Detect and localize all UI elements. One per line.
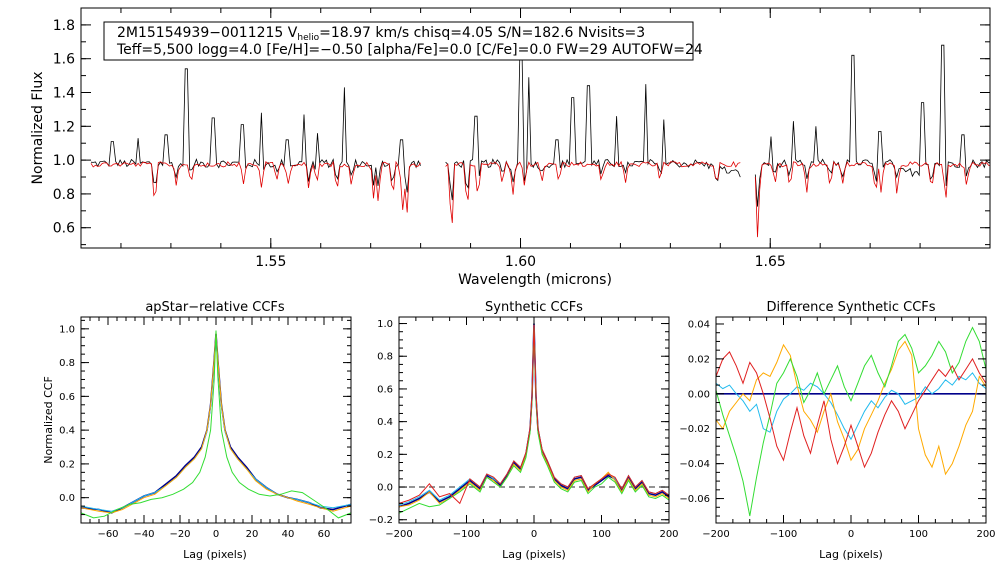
y-tick-label: 0.4 [59, 426, 75, 437]
y-tick-label: 1.0 [59, 324, 75, 335]
spectrum-panel: 1.55 1.60 1.65 0.6 0.8 1.0 1.2 1.4 1.6 1.8 2M1515… [30, 7, 991, 288]
spectrum-y-tick-label: 1.0 [53, 153, 75, 169]
x-tick-label: 0 [531, 529, 537, 540]
spectrum-y-tick-label: 1.2 [53, 119, 75, 135]
info-box-line-1: 2M15154939−0011215 Vhelio=18.97 km/s chi… [117, 25, 645, 43]
spectrum-y-tick-label: 0.8 [53, 187, 75, 203]
x-tick-label: −20 [169, 529, 190, 540]
spectrum-x-tick-label: 1.55 [255, 254, 286, 270]
observed-spectrum-chip-3 [754, 44, 990, 207]
apstar-ccf-x-axis-label: Lag (pixels) [183, 548, 247, 561]
y-tick-label: 0.6 [59, 392, 75, 403]
x-tick-label: −100 [453, 529, 480, 540]
x-tick-label: 60 [318, 529, 331, 540]
synthetic-ccf-title: Synthetic CCFs [485, 300, 583, 315]
y-tick-label: −0.04 [679, 459, 710, 470]
y-tick-label: 0.00 [688, 389, 710, 400]
ccf-series-visit-4 [716, 351, 986, 469]
spectrum-y-tick-label: 1.8 [53, 18, 75, 34]
synthetic-spectrum-chip-2 [445, 160, 741, 223]
y-tick-label: 1.0 [377, 319, 393, 330]
ccf-series-visit-3 [716, 326, 986, 517]
y-tick-label: 0.6 [377, 384, 393, 395]
x-tick-label: −200 [385, 529, 412, 540]
ccf-series-visit-2 [81, 332, 351, 514]
x-tick-label: 100 [909, 529, 928, 540]
observed-spectrum-chip-1 [90, 68, 421, 193]
y-tick-label: −0.2 [369, 515, 393, 526]
spectrum-x-axis-label: Wavelength (microns) [458, 272, 612, 288]
ccf-series-visit-1 [716, 372, 986, 441]
plot-frame [715, 316, 987, 524]
ccf-series-visit-3 [81, 330, 351, 519]
x-tick-label: −40 [133, 529, 154, 540]
difference-ccf-x-axis-label: Lag (pixels) [819, 548, 883, 561]
y-tick-label: 0.0 [377, 483, 393, 494]
x-tick-label: 20 [246, 529, 259, 540]
x-tick-label: 40 [282, 529, 295, 540]
x-tick-label: 0 [213, 529, 219, 540]
spectrum-y-tick-label: 1.6 [53, 52, 75, 68]
synthetic-spectrum-chip-3 [754, 161, 990, 238]
spectrum-y-tick-label: 0.6 [53, 221, 75, 237]
synthetic-ccf-panel: Synthetic CCFs Lag (pixels) −200 −100 0 100… [369, 300, 679, 561]
y-tick-label: −0.02 [679, 424, 710, 435]
spectrum-y-tick-label: 1.4 [53, 86, 75, 102]
y-tick-label: 0.04 [688, 319, 710, 330]
info-box: 2M15154939−0011215 Vhelio=18.97 km/s chi… [103, 21, 703, 61]
observed-spectrum-chip-2 [445, 56, 741, 201]
y-tick-label: −0.06 [679, 494, 710, 505]
x-tick-label: 200 [659, 529, 678, 540]
difference-ccf-title: Difference Synthetic CCFs [766, 300, 935, 315]
x-tick-label: 100 [592, 529, 611, 540]
y-tick-label: 0.2 [377, 450, 393, 461]
x-tick-label: −200 [702, 529, 729, 540]
spectrum-plot-frame [80, 7, 991, 249]
info-line1-b: =18.97 km/s chisq=4.05 S/N=182.6 Nvisits… [319, 25, 645, 41]
info-line1-a: 2M15154939−0011215 V [117, 25, 298, 41]
ccf-series-visit-4 [399, 323, 669, 505]
y-tick-label: 0.8 [377, 352, 393, 363]
ccf-series-visit-2 [716, 340, 986, 476]
y-tick-label: 0.8 [59, 358, 75, 369]
apstar-ccf-panel: apStar−relative CCFs Lag (pixels) Normal… [42, 300, 352, 561]
ccf-series-combined [81, 333, 351, 514]
y-tick-label: 0.0 [59, 493, 75, 504]
ccf-series-visit-1 [81, 335, 351, 512]
difference-ccf-panel: Difference Synthetic CCFs Lag (pixels) −… [679, 300, 995, 561]
y-tick-label: 0.02 [688, 354, 710, 365]
synthetic-spectrum-chip-1 [90, 160, 421, 213]
x-tick-label: −60 [97, 529, 118, 540]
synthetic-ccf-x-axis-label: Lag (pixels) [502, 548, 566, 561]
info-line1-subscript: helio [297, 33, 319, 43]
spectrum-x-tick-label: 1.60 [505, 254, 536, 270]
info-box-frame [103, 21, 694, 61]
apstar-ccf-y-axis-label: Normalized CCF [42, 376, 55, 464]
y-tick-label: 0.4 [377, 417, 393, 428]
apstar-ccf-title: apStar−relative CCFs [145, 300, 285, 315]
plot-frame [80, 316, 352, 524]
y-tick-label: 0.2 [59, 459, 75, 470]
spectrum-y-axis-label: Normalized Flux [30, 72, 46, 185]
x-tick-label: 0 [848, 529, 854, 540]
x-tick-label: 200 [976, 529, 995, 540]
ccf-series-visit-3 [399, 325, 669, 514]
info-box-line-2: Teff=5,500 logg=4.0 [Fe/H]=−0.50 [alpha/… [116, 42, 703, 58]
spectrum-x-tick-label: 1.65 [755, 254, 786, 270]
x-tick-label: −100 [770, 529, 797, 540]
